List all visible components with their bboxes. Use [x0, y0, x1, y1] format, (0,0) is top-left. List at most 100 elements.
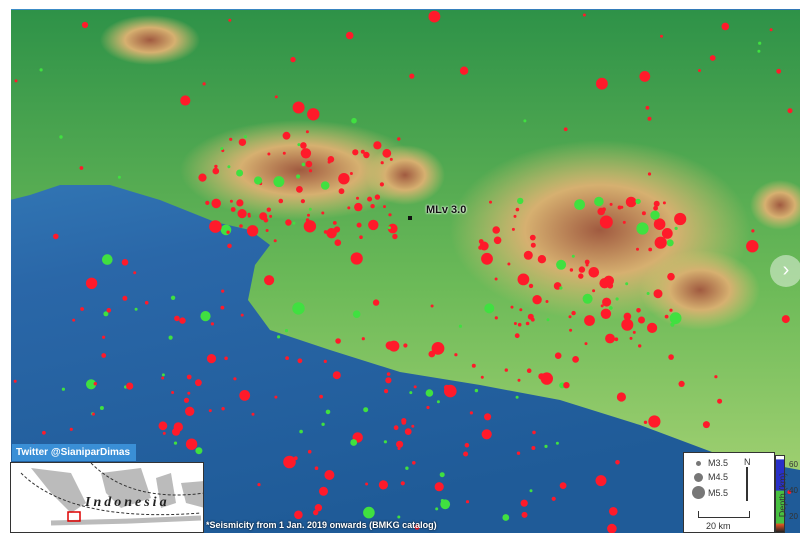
earthquake-dot — [264, 275, 275, 286]
legend-label: M5.5 — [708, 487, 729, 498]
earthquake-dot — [563, 127, 568, 132]
earthquake-dot — [307, 213, 310, 217]
earthquake-dot — [669, 312, 682, 325]
earthquake-dot — [459, 66, 469, 75]
earthquake-dot — [641, 211, 646, 216]
earthquake-dot — [321, 422, 325, 426]
earthquake-dot — [297, 358, 303, 364]
earthquake-dot — [600, 308, 612, 319]
earthquake-dot — [444, 384, 457, 398]
earthquake-dot — [647, 116, 652, 121]
earthquake-dot — [274, 395, 278, 399]
earthquake-dot — [321, 211, 325, 215]
earthquake-dot — [285, 356, 289, 360]
earthquake-dot — [605, 333, 615, 344]
earthquake-dot — [511, 227, 515, 231]
earthquake-dot — [653, 218, 666, 230]
earthquake-dot — [572, 356, 579, 363]
earthquake-dot — [559, 482, 567, 489]
earthquake-dot — [532, 430, 536, 435]
earthquake-dot — [645, 105, 650, 110]
earthquake-dot — [597, 207, 605, 216]
earthquake-dot — [385, 377, 392, 384]
earthquake-dot — [545, 300, 549, 303]
earthquake-dot — [277, 335, 281, 339]
earthquake-dot — [134, 307, 138, 311]
earthquake-dot — [578, 273, 584, 279]
earthquake-dot — [592, 289, 596, 293]
earthquake-dot — [608, 306, 613, 310]
earthquake-dot — [347, 206, 351, 210]
legend-label: M3.5 — [708, 458, 729, 468]
earthquake-dot — [517, 273, 530, 286]
earthquake-dot — [530, 317, 535, 322]
earthquake-dot — [220, 224, 232, 236]
earthquake-dot — [93, 382, 98, 386]
earthquake-dot — [636, 247, 639, 251]
earthquake-dot — [86, 379, 97, 390]
earthquake-dot — [363, 407, 369, 413]
earthquake-dot — [554, 352, 562, 360]
earthquake-dot — [595, 475, 607, 487]
earthquake-dot — [226, 230, 230, 234]
earthquake-dot — [621, 318, 634, 331]
earthquake-dot — [428, 350, 436, 358]
earthquake-dot — [59, 135, 63, 139]
earthquake-dot — [625, 282, 629, 286]
earthquake-dot — [653, 205, 658, 211]
earthquake-dot — [389, 157, 393, 161]
earthquake-dot — [555, 441, 559, 445]
earthquake-dot — [540, 372, 553, 385]
earthquake-dot — [746, 240, 759, 253]
earthquake-dot — [439, 472, 445, 478]
earthquake-dot — [206, 354, 217, 364]
caption: *Seismicity from 1 Jan. 2019 onwards (BM… — [206, 520, 437, 530]
earthquake-dot — [345, 31, 354, 40]
earthquake-dot — [53, 233, 59, 240]
earthquake-dot — [588, 267, 600, 278]
earthquake-dot — [186, 374, 192, 380]
earthquake-dot — [352, 310, 361, 319]
legend-m45: M4.5 — [692, 472, 728, 482]
earthquake-dot — [405, 466, 409, 470]
dot-icon — [696, 460, 701, 466]
earthquake-dot — [425, 389, 434, 397]
earthquake-dot — [698, 69, 701, 72]
earthquake-dot — [615, 297, 619, 301]
earthquake-dot — [440, 499, 444, 503]
earthquake-dot — [639, 71, 651, 82]
earthquake-dot — [363, 151, 370, 159]
earthquake-dot — [721, 22, 730, 31]
earthquake-dot — [481, 429, 492, 440]
earthquake-dot — [636, 222, 649, 235]
earthquake-dot — [413, 385, 417, 389]
earthquake-dot — [493, 227, 497, 231]
earthquake-dot — [751, 229, 755, 233]
earthquake-dot — [471, 363, 476, 368]
next-button[interactable]: › — [770, 255, 800, 287]
earthquake-dot — [458, 324, 462, 328]
earthquake-dot — [351, 117, 357, 124]
earthquake-dot — [332, 221, 337, 225]
earthquake-dot — [647, 322, 658, 333]
earthquake-dot — [660, 34, 663, 38]
earthquake-dot — [42, 430, 46, 435]
earthquake-dot — [650, 210, 660, 220]
earthquake-dot — [173, 441, 178, 445]
earthquake-dot — [484, 413, 492, 421]
earthquake-dot — [430, 304, 434, 308]
earthquake-dot — [269, 214, 273, 218]
earthquake-dot — [314, 504, 323, 512]
earthquake-dot — [702, 421, 710, 429]
earthquake-dot — [392, 233, 398, 240]
earthquake-dot — [582, 293, 593, 304]
earthquake-dot — [292, 302, 305, 315]
earthquake-dot — [221, 289, 225, 293]
earthquake-dot — [356, 196, 359, 200]
earthquake-dot — [122, 295, 128, 301]
earthquake-dot — [412, 461, 416, 465]
earthquake-dot — [251, 412, 255, 416]
earthquake-dot — [349, 172, 353, 175]
earthquake-dot — [781, 315, 790, 324]
